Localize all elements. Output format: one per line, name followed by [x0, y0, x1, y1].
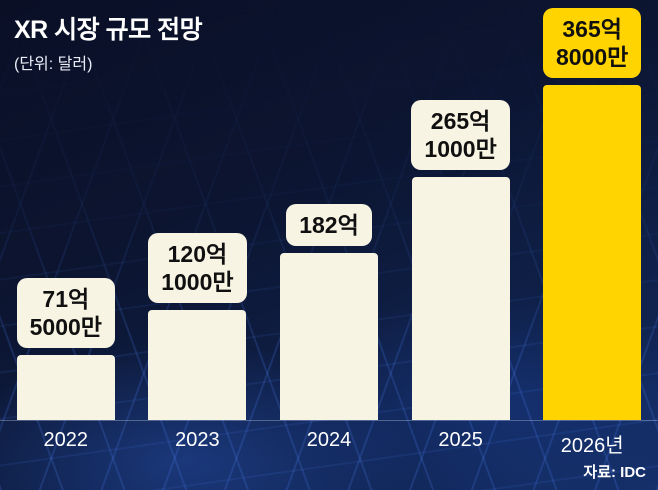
x-axis-label-2026: 2026년 [560, 435, 624, 457]
x-axis-label-2024: 2024 [306, 429, 352, 451]
x-axis-label-2022: 2022 [43, 429, 89, 451]
source-credit: 자료: IDC [583, 464, 646, 481]
chart-unit-note: (단위: 달러) [14, 56, 93, 73]
bar-column-2025: 265억 1000만 [395, 0, 527, 420]
value-line1: 182억 [299, 211, 359, 238]
bar-chart: 71억 5000만 120억 1000만 182억 265억 1000만 [0, 0, 658, 420]
value-line2: 5000만 [29, 313, 102, 340]
chart-title: XR 시장 규모 전망 [14, 16, 203, 44]
x-axis-baseline [0, 420, 658, 421]
value-label-box: 265억 1000만 [411, 99, 510, 170]
value-label-box: 365억 8000만 [543, 7, 642, 78]
value-label-box: 182억 [286, 203, 372, 246]
x-axis-labels: 2022 2023 2024 2025 2026년 [0, 423, 658, 458]
value-line2: 1000만 [161, 268, 234, 295]
bar-2024 [279, 253, 378, 420]
value-line2: 8000만 [556, 43, 629, 70]
bar-column-2026: 365억 8000만 [526, 0, 658, 420]
bar-column-2024: 182억 [263, 0, 395, 420]
bar-2025 [411, 177, 510, 420]
value-line1: 265억 [430, 107, 491, 134]
bar-2023 [148, 310, 247, 420]
bar-2026 [543, 85, 642, 420]
x-axis-label-2023: 2023 [175, 429, 220, 451]
title-block: XR 시장 규모 전망 (단위: 달러) [14, 10, 203, 74]
value-line2: 1000만 [424, 135, 497, 162]
bar-column-2023: 120억 1000만 [132, 0, 264, 420]
value-line1: 120억 [167, 240, 228, 267]
value-label-box: 71억 5000만 [16, 277, 115, 348]
value-line1: 365억 [562, 15, 622, 42]
bar-column-2022: 71억 5000만 [0, 0, 132, 420]
bar-2022 [16, 355, 115, 420]
value-label-box: 120억 1000만 [148, 232, 247, 303]
x-axis-label-2025: 2025 [438, 429, 483, 451]
value-line1: 71억 [42, 285, 90, 312]
